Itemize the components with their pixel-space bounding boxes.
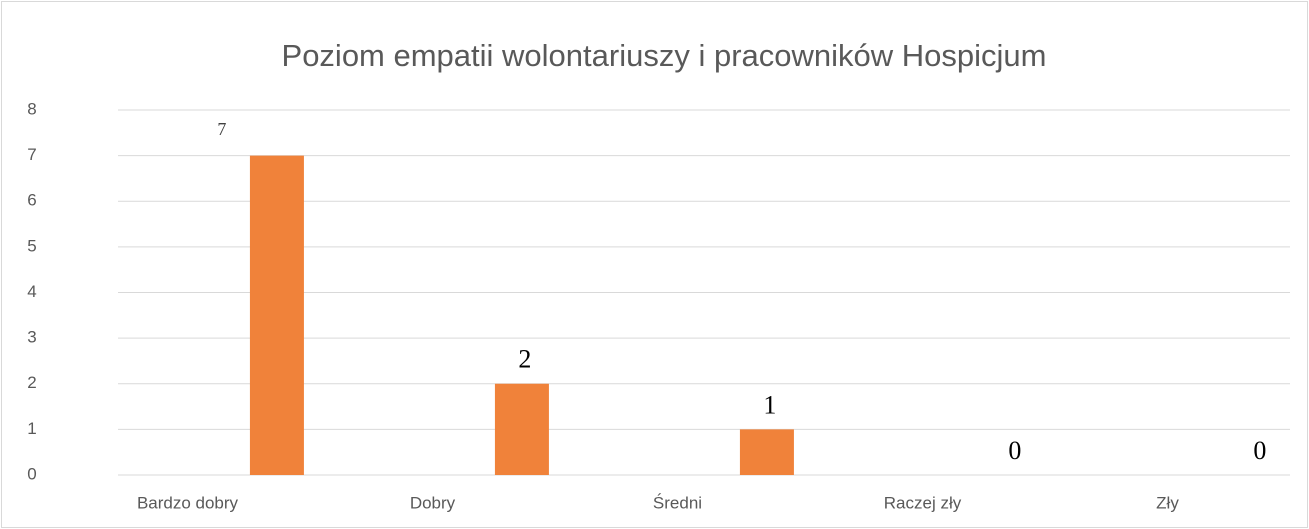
bar: [494, 383, 549, 475]
bar: [249, 155, 304, 475]
y-tick-label: 4: [27, 282, 36, 301]
bar: [739, 429, 794, 475]
data-label: 1: [763, 390, 776, 419]
y-tick-label: 7: [27, 145, 36, 164]
data-label: 2: [518, 345, 531, 374]
y-tick-label: 1: [27, 419, 36, 438]
x-tick-label: Bardzo dobry: [137, 493, 239, 512]
x-tick-label: Dobry: [410, 493, 456, 512]
x-tick-label: Zły: [1156, 493, 1179, 512]
x-tick-label: Raczej zły: [884, 493, 962, 512]
y-tick-label: 2: [27, 373, 36, 392]
data-label: 7: [217, 119, 226, 139]
y-tick-label: 6: [27, 191, 36, 210]
y-tick-label: 8: [27, 99, 36, 118]
y-tick-label: 0: [27, 464, 36, 483]
chart-title: Poziom empatii wolontariuszy i pracownik…: [282, 38, 1047, 73]
data-label: 0: [1253, 436, 1266, 465]
data-label: 0: [1008, 436, 1021, 465]
x-tick-label: Średni: [653, 493, 702, 512]
y-tick-label: 3: [27, 328, 36, 347]
y-tick-label: 5: [27, 236, 36, 255]
